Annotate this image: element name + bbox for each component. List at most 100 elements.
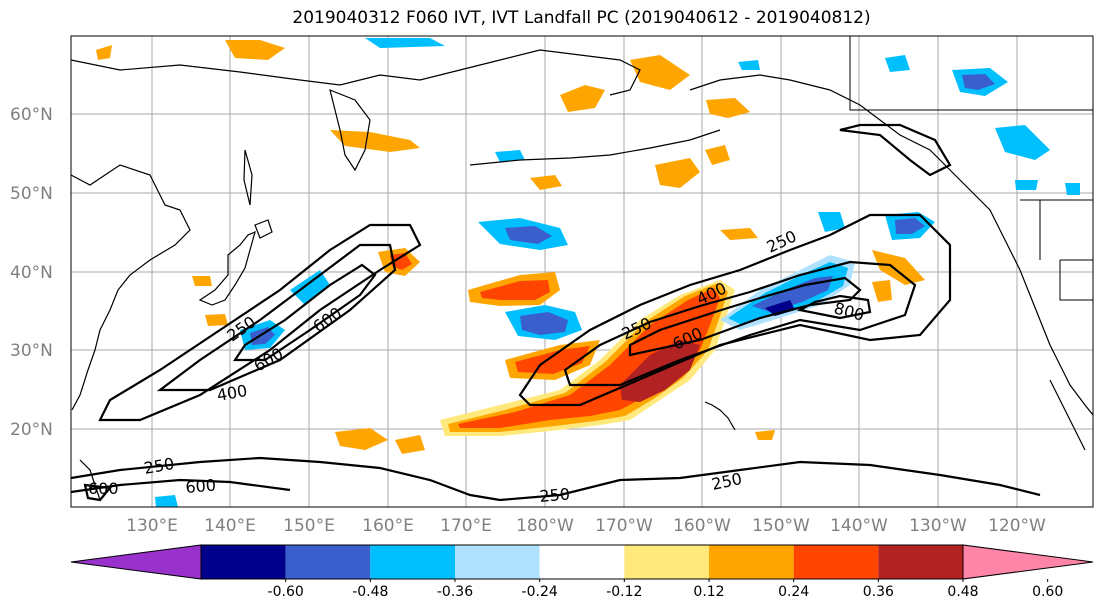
patch-34n-150e-core	[250, 327, 275, 345]
lon-label: 130°W	[909, 516, 967, 536]
colorbar-segment	[455, 545, 540, 579]
lat-label: 50°N	[10, 184, 53, 204]
patch-100e-18n	[96, 45, 112, 60]
patch-54n-162w	[655, 158, 700, 188]
asia-coast	[71, 164, 191, 411]
patch-62n-160w	[706, 98, 750, 118]
alaska	[689, 74, 1001, 231]
patch-51n-167w	[530, 175, 562, 190]
lon-label: 120°W	[988, 516, 1046, 536]
colorbar-segment	[285, 545, 371, 579]
aleutians	[469, 129, 721, 166]
lon-label: 160°W	[673, 516, 731, 536]
patch-24n-147w	[755, 430, 775, 440]
graticule	[71, 36, 1093, 507]
colorbar-segment	[878, 545, 963, 579]
hawaii	[704, 401, 736, 431]
patch-38n-155e	[290, 270, 330, 305]
lon-label: 180°W	[516, 516, 574, 536]
colorbar-segment	[539, 545, 625, 579]
colorbar-tick-label: 0.24	[778, 584, 809, 600]
colorbar-segment	[201, 545, 286, 579]
longitude-labels: 130°E 140°E 150°E 160°E 170°E 180°W 170°…	[126, 516, 1046, 536]
patch-32n-148e	[205, 314, 228, 326]
alaska-canada-border	[849, 36, 1093, 111]
patch-45n-178e-core	[505, 226, 552, 244]
borders	[849, 36, 1093, 301]
contour-label: 250	[539, 484, 571, 506]
patch-42n-158e-core	[390, 253, 412, 270]
lon-label: 170°E	[440, 516, 492, 536]
contour-400-central	[563, 260, 917, 387]
colorbar-segment	[370, 545, 455, 579]
kamchatka	[329, 89, 371, 172]
patch-44n-148w	[818, 212, 845, 232]
patch-20n-158e	[335, 428, 388, 450]
contour-label: 600	[185, 475, 217, 497]
colorbar-tick-label: 0.60	[1032, 584, 1063, 600]
map-panel: 250 600 600 600 400 250 600 250 250 400 …	[71, 36, 1093, 507]
colorbar-tick-label: -0.36	[437, 584, 473, 600]
patch-56n-118w	[995, 125, 1050, 160]
japan	[198, 230, 256, 306]
patch-31n-168w-core	[515, 346, 590, 374]
patch-68n-160e	[365, 38, 445, 48]
colorbar-tick-label: 0.36	[863, 584, 894, 600]
colorbar-segment	[709, 545, 794, 579]
plot-frame	[70, 35, 1094, 508]
patch-62n-170w	[630, 55, 690, 90]
lon-label: 150°W	[752, 516, 810, 536]
colorbar-tick-label: -0.60	[268, 584, 304, 600]
colorbar-frame	[200, 544, 964, 580]
ivt-contours	[71, 123, 1041, 502]
contour-400-west	[156, 243, 397, 392]
lon-label: 150°E	[283, 516, 335, 536]
contour-600-west	[232, 263, 377, 362]
patch-12n-150e	[155, 495, 178, 507]
contour-800-central	[796, 294, 872, 320]
patch-35n-175e-core	[480, 280, 550, 300]
lat-label: 60°N	[10, 105, 53, 125]
patch-20n-153w	[720, 228, 758, 240]
patch-40n-145w-core	[752, 276, 833, 312]
coastlines	[71, 49, 1093, 501]
patch-42n-136w	[872, 250, 925, 285]
patch-20n-163e	[395, 435, 425, 454]
map-title: 2019040312 F060 IVT, IVT Landfall PC (20…	[292, 8, 871, 28]
contour-250-south	[71, 456, 1041, 502]
patch-40n-145w-peak	[765, 300, 795, 316]
colorbar-segment	[624, 545, 709, 579]
patch-62n-175w	[560, 85, 605, 112]
contour-250-west	[98, 223, 422, 422]
colorbar-tick-label: 0.48	[947, 584, 978, 600]
lat-label: 20°N	[10, 420, 53, 440]
colorbar-tick-label: -0.24	[522, 584, 558, 600]
patch-64n-132w	[885, 55, 910, 72]
philippines	[79, 459, 101, 501]
colorbar-segment	[793, 545, 879, 579]
lon-label: 160°E	[362, 516, 414, 536]
sakhalin	[243, 149, 253, 206]
patch-38n-130e	[192, 276, 212, 286]
patch-57n-160e	[330, 130, 420, 152]
lon-label: 170°W	[595, 516, 653, 536]
lat-label: 30°N	[10, 341, 53, 361]
contour-label: 600	[88, 479, 119, 498]
colorbar-tick-label: -0.12	[606, 584, 642, 600]
patch-32n-177e-core	[520, 312, 568, 335]
contour-small-sw	[83, 483, 113, 502]
patch-40n-140w	[872, 280, 892, 302]
baja	[1049, 379, 1086, 451]
siberia-north	[71, 49, 641, 96]
colorbar-extend-low	[70, 544, 202, 580]
colorbar: -0.60 -0.48 -0.36 -0.24 -0.12 0.12 0.24 0.36 0.4…	[70, 544, 1094, 600]
patch-54n-155w	[705, 145, 730, 165]
lon-label: 130°E	[126, 516, 178, 536]
patch-55n-178e	[495, 150, 525, 162]
colorbar-tick-label: -0.48	[352, 584, 388, 600]
colorbar-tick-label: 0.12	[693, 584, 724, 600]
hokkaido	[254, 219, 273, 239]
lon-label: 140°E	[204, 516, 256, 536]
plume-core	[458, 288, 720, 428]
